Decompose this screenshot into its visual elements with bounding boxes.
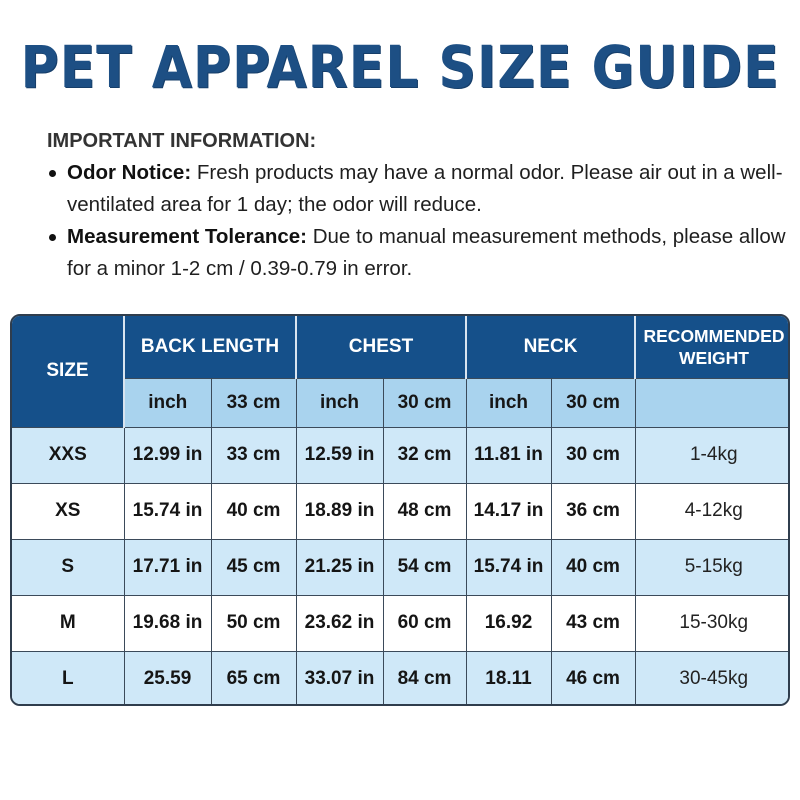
cell-chest-inch: 23.62 in [296,594,384,651]
subheader-neck-inch: inch [466,377,552,427]
cell-back-inch: 15.74 in [124,482,212,539]
table-row: L 25.59 65 cm 33.07 in 84 cm 18.11 46 cm… [12,650,788,704]
info-heading: IMPORTANT INFORMATION: [47,130,317,152]
subheader-chest-cm: 30 cm [383,377,467,427]
cell-back-cm: 45 cm [211,538,297,595]
measurement-tolerance-bullet: Measurement Tolerance: Due to manual mea… [47,221,787,285]
odor-notice-bullet: Odor Notice: Fresh products may have a n… [47,157,787,221]
cell-back-cm: 40 cm [211,482,297,539]
header-recommended-weight: RECOMMENDED WEIGHT [635,316,788,378]
bullet-text: Fresh products may have a normal odor. P… [67,161,783,216]
subheader-weight [635,377,788,427]
bullet-dot-icon [49,234,56,241]
cell-back-inch: 25.59 [124,650,212,704]
cell-neck-cm: 36 cm [551,482,636,539]
table-row: XXS 12.99 in 33 cm 12.59 in 32 cm 11.81 … [12,426,788,483]
cell-chest-cm: 48 cm [383,482,467,539]
subheader-neck-cm: 30 cm [551,377,636,427]
cell-weight: 5-15kg [635,538,788,595]
table-row: M 19.68 in 50 cm 23.62 in 60 cm 16.92 43… [12,594,788,651]
cell-weight: 4-12kg [635,482,788,539]
cell-back-inch: 19.68 in [124,594,212,651]
cell-chest-cm: 60 cm [383,594,467,651]
size-chart-table: SIZE BACK LENGTH CHEST NECK RECOMMENDED … [10,314,790,706]
header-size: SIZE [12,316,125,427]
cell-neck-cm: 40 cm [551,538,636,595]
cell-chest-cm: 54 cm [383,538,467,595]
cell-chest-inch: 33.07 in [296,650,384,704]
cell-back-inch: 17.71 in [124,538,212,595]
header-neck: NECK [466,316,636,378]
bullet-text: Due to manual measurement methods, pleas… [67,225,786,280]
cell-size: L [12,650,125,704]
cell-neck-inch: 15.74 in [466,538,552,595]
cell-chest-inch: 18.89 in [296,482,384,539]
cell-chest-cm: 32 cm [383,426,467,483]
subheader-chest-inch: inch [296,377,384,427]
cell-weight: 30-45kg [635,650,788,704]
cell-size: XS [12,482,125,539]
cell-back-cm: 65 cm [211,650,297,704]
cell-neck-inch: 18.11 [466,650,552,704]
header-back-length: BACK LENGTH [124,316,297,378]
cell-back-cm: 50 cm [211,594,297,651]
cell-neck-inch: 14.17 in [466,482,552,539]
cell-weight: 15-30kg [635,594,788,651]
subheader-back-cm: 33 cm [211,377,297,427]
cell-size: XXS [12,426,125,483]
important-information: IMPORTANT INFORMATION: Odor Notice: Fres… [47,130,787,285]
cell-neck-cm: 43 cm [551,594,636,651]
cell-size: S [12,538,125,595]
cell-size: M [12,594,125,651]
cell-weight: 1-4kg [635,426,788,483]
page-title: PET APPAREL SIZE GUIDE [20,34,780,102]
cell-chest-inch: 12.59 in [296,426,384,483]
table-row: XS 15.74 in 40 cm 18.89 in 48 cm 14.17 i… [12,482,788,539]
cell-neck-cm: 46 cm [551,650,636,704]
cell-back-inch: 12.99 in [124,426,212,483]
cell-chest-cm: 84 cm [383,650,467,704]
cell-neck-inch: 16.92 [466,594,552,651]
table-row: S 17.71 in 45 cm 21.25 in 54 cm 15.74 in… [12,538,788,595]
cell-neck-inch: 11.81 in [466,426,552,483]
cell-chest-inch: 21.25 in [296,538,384,595]
cell-neck-cm: 30 cm [551,426,636,483]
bullet-label: Measurement Tolerance: [67,225,308,248]
bullet-dot-icon [49,170,56,177]
bullet-label: Odor Notice: [67,161,192,184]
header-chest: CHEST [296,316,467,378]
cell-back-cm: 33 cm [211,426,297,483]
subheader-back-inch: inch [124,377,212,427]
